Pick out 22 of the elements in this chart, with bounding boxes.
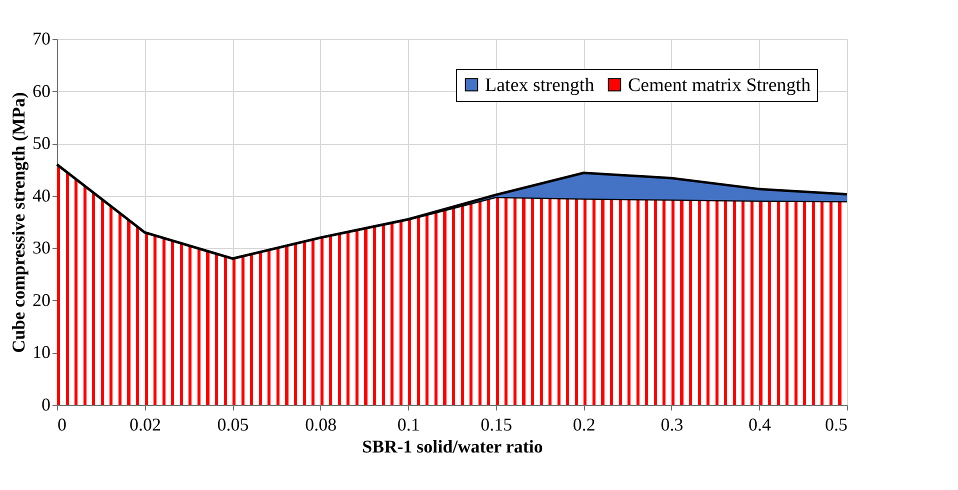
y-tick-label: 50 bbox=[32, 133, 50, 154]
y-tick-label: 10 bbox=[32, 342, 50, 362]
x-axis-title: SBR-1 solid/water ratio bbox=[362, 436, 543, 456]
x-tick-label: 0.05 bbox=[217, 414, 249, 434]
y-tick-label: 40 bbox=[32, 185, 50, 206]
x-tick-label: 0 bbox=[58, 414, 66, 434]
x-tick-label: 0.1 bbox=[397, 414, 420, 434]
y-axis-title: Cube compressive strength (MPa) bbox=[8, 92, 28, 353]
x-tick-label: 0.4 bbox=[748, 414, 771, 434]
y-tick-label: 30 bbox=[32, 238, 50, 258]
x-tick-label: 0.2 bbox=[572, 414, 596, 434]
x-tick-label: 0.02 bbox=[130, 414, 162, 434]
x-tick-label: 0.08 bbox=[305, 414, 337, 434]
y-tick-label: 60 bbox=[32, 80, 50, 101]
x-tick-label: 0.3 bbox=[660, 414, 684, 434]
x-tick-label: 0.15 bbox=[480, 414, 512, 434]
legend-label: Latex strength bbox=[485, 74, 595, 96]
x-tick-label: 0.5 bbox=[825, 414, 848, 434]
legend-label: Cement matrix Strength bbox=[628, 74, 812, 96]
y-tick-label: 70 bbox=[32, 28, 50, 48]
y-tick-label: 20 bbox=[32, 290, 50, 310]
y-tick-label: 0 bbox=[42, 394, 50, 414]
